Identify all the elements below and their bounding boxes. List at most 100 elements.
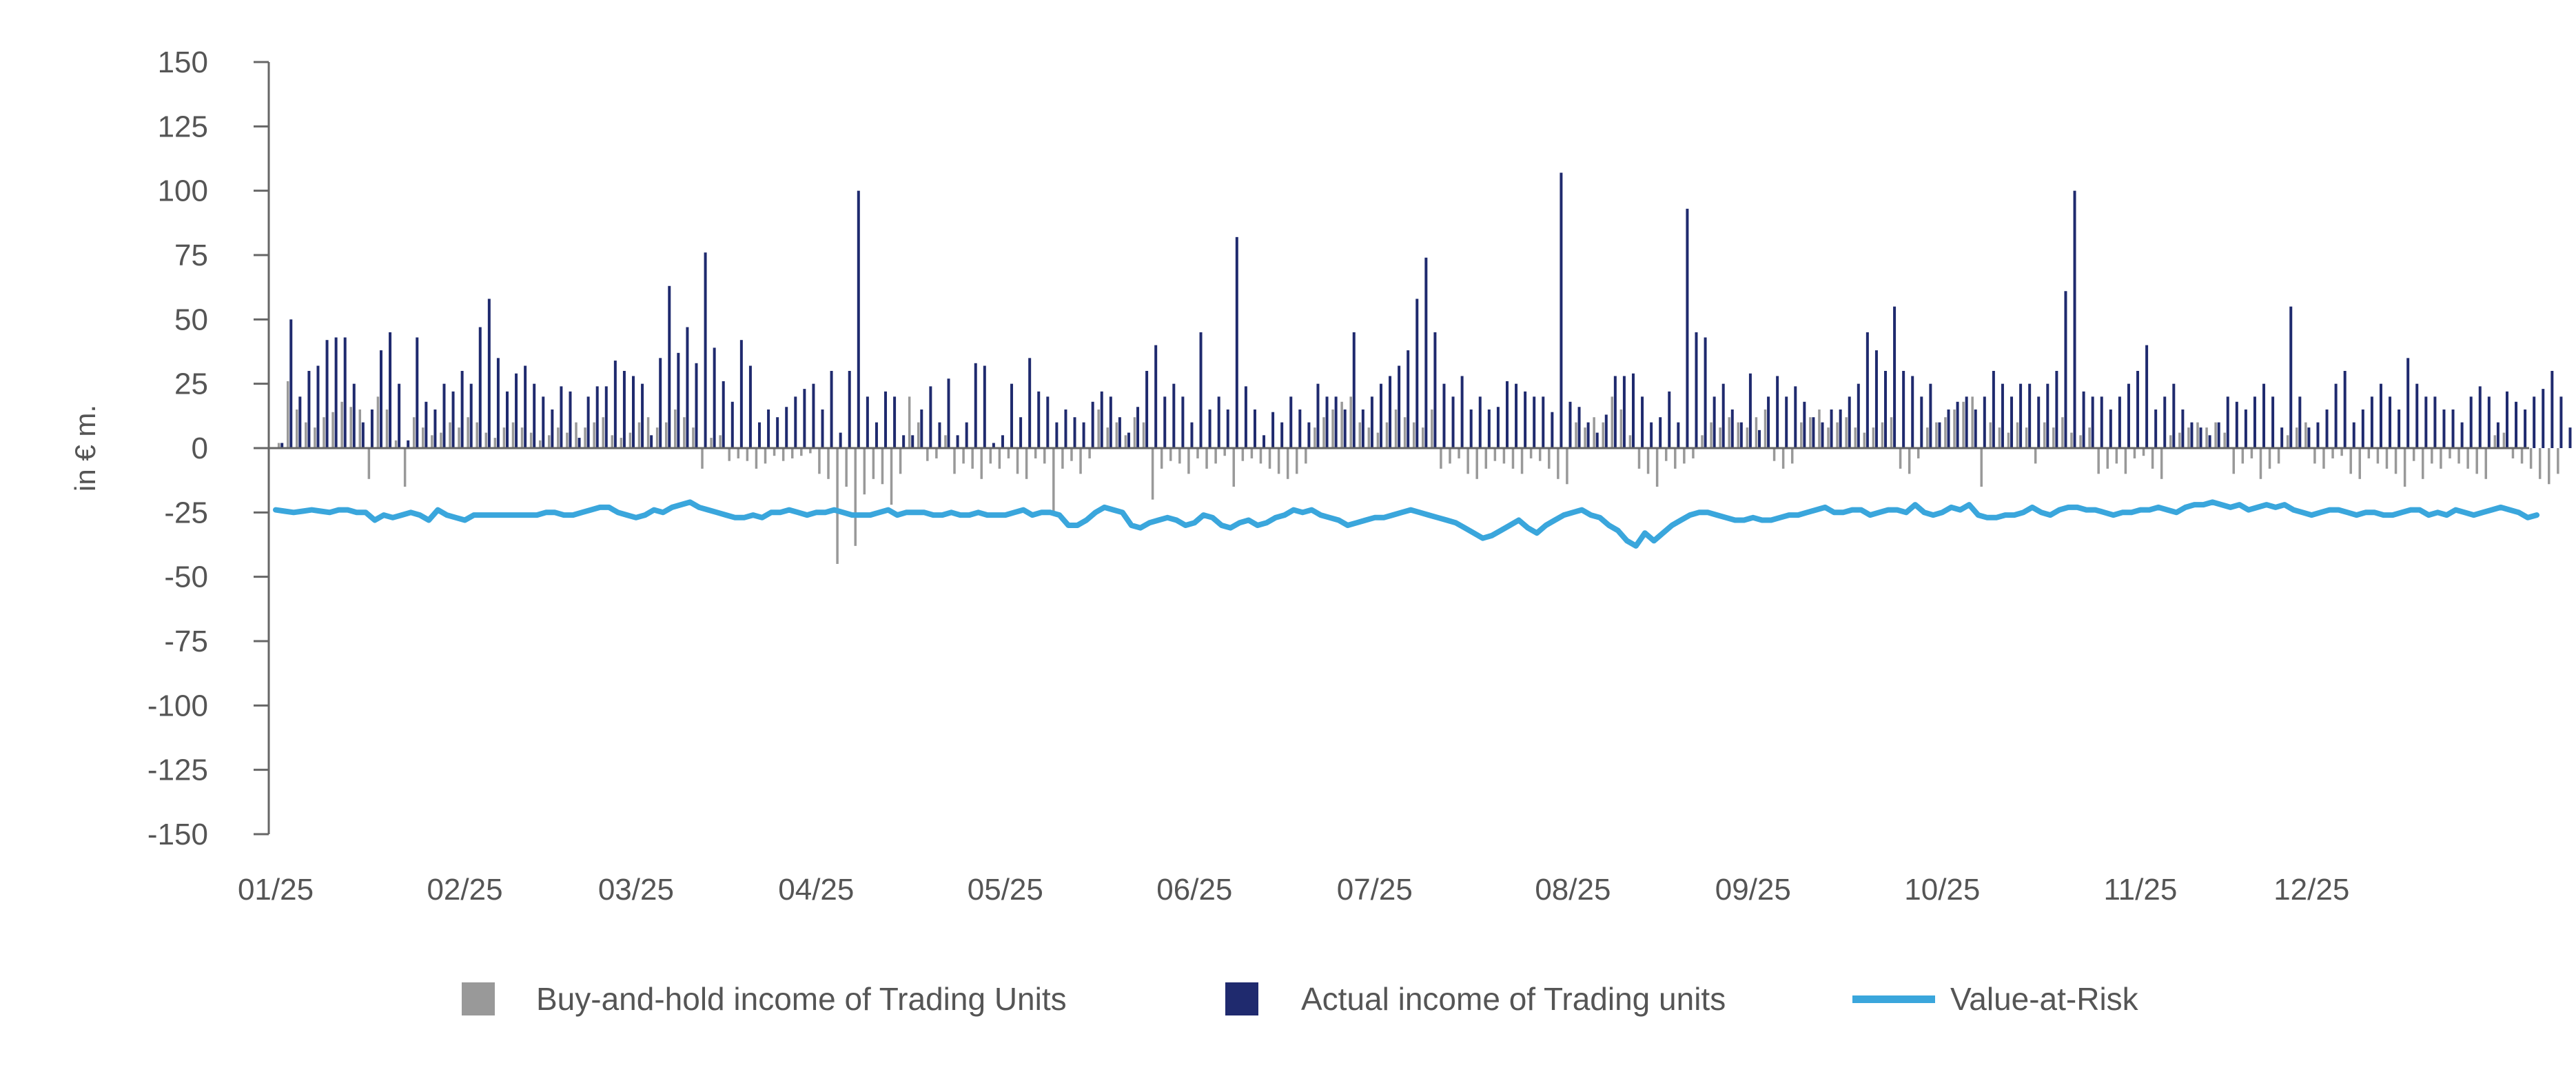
buy-and-hold-bar (2376, 448, 2380, 464)
buy-and-hold-bar (1674, 448, 1677, 469)
buy-and-hold-bar (1781, 448, 1785, 469)
actual-income-bar (569, 391, 572, 448)
actual-income-bar (902, 435, 906, 448)
actual-income-bar (1848, 396, 1851, 448)
buy-and-hold-bar (2196, 422, 2199, 448)
actual-income-bar (1983, 396, 1986, 448)
buy-and-hold-bar (2088, 427, 2091, 448)
buy-and-hold-bar (944, 435, 947, 448)
buy-and-hold-bar (476, 422, 478, 448)
buy-and-hold-bar (2007, 432, 2010, 448)
actual-income-bar (1902, 371, 1905, 448)
buy-and-hold-bar (1701, 435, 1704, 448)
buy-and-hold-bar (1358, 422, 1362, 448)
buy-and-hold-bar (1764, 410, 1767, 448)
buy-and-hold-bar (2440, 448, 2442, 469)
buy-and-hold-bar (2187, 427, 2190, 448)
buy-and-hold-bar (755, 448, 758, 469)
buy-and-hold-bar (376, 396, 380, 448)
actual-income-bar (2199, 427, 2202, 448)
actual-income-bar (487, 299, 491, 448)
buy-and-hold-bar (2502, 432, 2506, 448)
actual-income-bar (2370, 396, 2373, 448)
actual-income-bar (1704, 337, 1707, 448)
actual-income-bar (1631, 373, 1635, 448)
actual-income-bar (416, 337, 419, 448)
actual-income-bar (965, 422, 968, 448)
buy-and-hold-bar (2511, 448, 2515, 458)
buy-and-hold-bar (962, 448, 965, 464)
buy-and-hold-bar (746, 448, 749, 461)
actual-income-bar (2055, 371, 2058, 448)
buy-and-hold-bar (2223, 432, 2226, 448)
buy-and-hold-bar (557, 427, 560, 448)
actual-income-bar (1172, 383, 1176, 448)
x-tick-label: 12/25 (2273, 873, 2349, 907)
buy-and-hold-bar (2484, 448, 2488, 479)
actual-income-bar (1551, 412, 1554, 448)
actual-income-bar (325, 340, 329, 448)
actual-income-bar (1487, 410, 1491, 448)
actual-income-bar (1407, 350, 1410, 448)
x-tick-label: 04/25 (778, 873, 854, 907)
actual-income-bar (1263, 435, 1266, 448)
buy-and-hold-bar (1971, 396, 1974, 448)
actual-income-bar (425, 401, 428, 448)
buy-and-hold-bar (286, 381, 289, 448)
buy-and-hold-bar (511, 422, 515, 448)
actual-income-bar (2271, 396, 2275, 448)
actual-income-bar (2064, 291, 2067, 448)
x-tick-label: 11/25 (2103, 873, 2177, 907)
buy-and-hold-bar (998, 448, 1001, 469)
actual-income-bar (1974, 410, 1977, 448)
buy-and-hold-bar (323, 417, 325, 448)
actual-income-bar (1830, 410, 1833, 448)
actual-income-bar (668, 285, 671, 448)
buy-and-hold-bar (2043, 422, 2046, 448)
buy-and-hold-bar (529, 432, 533, 448)
value-at-risk-line (273, 499, 2540, 549)
actual-income-bar (1055, 422, 1059, 448)
buy-and-hold-bar (701, 448, 704, 469)
buy-and-hold-bar (628, 432, 632, 448)
actual-income-bar (1613, 376, 1617, 448)
actual-income-bar (1739, 422, 1743, 448)
buy-and-hold-bar (1412, 422, 1415, 448)
actual-income-bar (622, 371, 626, 448)
buy-and-hold-bar (1953, 410, 1956, 448)
actual-income-bar (542, 396, 545, 448)
legend-label-buy-and-hold: Buy-and-hold income of Trading Units (536, 981, 1067, 1017)
buy-and-hold-bar (1854, 427, 1857, 448)
actual-income-bar (1226, 410, 1229, 448)
actual-income-bar (2046, 383, 2049, 448)
buy-and-hold-bar (980, 448, 983, 479)
buy-and-hold-bar (566, 432, 569, 448)
actual-income-bar (857, 190, 860, 448)
buy-and-hold-bar (1619, 410, 1623, 448)
buy-and-hold-bar (2331, 448, 2334, 458)
actual-income-bar (1713, 396, 1716, 448)
actual-income-bar (1389, 376, 1392, 448)
actual-income-bar (2424, 396, 2428, 448)
buy-and-hold-bar (1872, 427, 1875, 448)
buy-and-hold-bar (1070, 448, 1073, 461)
actual-income-bar (2361, 410, 2364, 448)
actual-income-bar (1001, 435, 1004, 448)
buy-and-hold-bar (2052, 427, 2055, 448)
buy-and-hold-bar (1394, 410, 1398, 448)
buy-and-hold-bar (809, 448, 812, 454)
buy-and-hold-bar (449, 422, 451, 448)
buy-and-hold-bar (2286, 435, 2289, 448)
actual-income-bar (2433, 396, 2437, 448)
actual-income-bar (2406, 358, 2410, 448)
actual-income-bar (1217, 396, 1220, 448)
buy-and-hold-bar (2142, 448, 2145, 456)
actual-income-bar (920, 410, 923, 448)
buy-and-hold-bar (2313, 448, 2316, 464)
actual-income-bar (758, 422, 761, 448)
actual-income-bar (398, 383, 401, 448)
actual-income-bar (2037, 396, 2041, 448)
actual-income-bar (2019, 383, 2023, 448)
buy-and-hold-bar (1755, 417, 1758, 448)
actual-income-bar (1379, 383, 1382, 448)
